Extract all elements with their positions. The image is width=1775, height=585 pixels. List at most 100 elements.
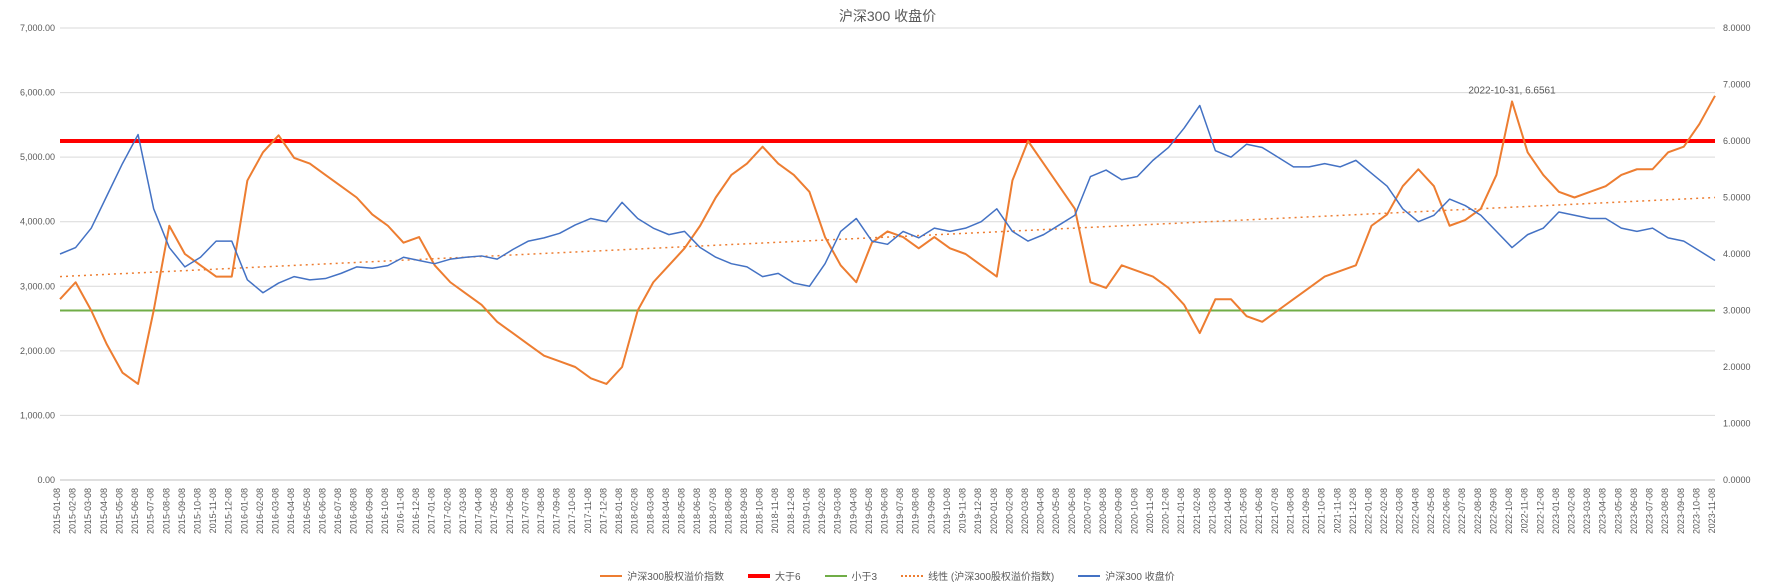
x-axis-label: 2021-06-08	[1254, 488, 1264, 534]
x-axis-label: 2016-06-08	[317, 488, 327, 534]
x-axis-label: 2016-09-08	[364, 488, 374, 534]
legend-swatch	[825, 575, 847, 577]
x-axis-label: 2016-04-08	[286, 488, 296, 534]
x-axis-label: 2022-11-08	[1520, 488, 1530, 533]
x-axis-label: 2021-07-08	[1270, 488, 1280, 534]
x-axis-label: 2021-08-08	[1285, 488, 1295, 534]
legend-swatch	[901, 575, 923, 577]
x-axis-label: 2017-07-08	[520, 488, 530, 534]
x-axis-label: 2023-05-08	[1613, 488, 1623, 534]
x-axis-label: 2017-03-08	[458, 488, 468, 534]
svg-text:5.0000: 5.0000	[1723, 193, 1751, 203]
svg-text:4,000.00: 4,000.00	[20, 217, 55, 227]
x-axis-label: 2022-04-08	[1410, 488, 1420, 534]
x-axis-label: 2020-07-08	[1082, 488, 1092, 534]
legend-swatch	[748, 574, 770, 578]
x-axis-label: 2016-03-08	[271, 488, 281, 534]
x-axis-label: 2017-12-08	[598, 488, 608, 534]
x-axis-label: 2023-06-08	[1629, 488, 1639, 534]
x-axis-label: 2021-04-08	[1223, 488, 1233, 534]
x-axis-label: 2021-01-08	[1176, 488, 1186, 534]
x-axis-label: 2021-05-08	[1239, 488, 1249, 534]
x-axis-label: 2021-02-08	[1192, 488, 1202, 534]
legend-item: 大于6	[748, 568, 801, 583]
svg-text:2.0000: 2.0000	[1723, 362, 1751, 372]
chart-legend: 沪深300股权溢价指数大于6小于3线性 (沪深300股权溢价指数)沪深300 收…	[0, 568, 1775, 583]
x-axis-label: 2022-07-08	[1457, 488, 1467, 534]
chart-svg: 0.001,000.002,000.003,000.004,000.005,00…	[0, 0, 1775, 585]
x-axis-label: 2018-07-08	[708, 488, 718, 534]
chart-container: 沪深300 收盘价 0.001,000.002,000.003,000.004,…	[0, 0, 1775, 585]
x-axis-label: 2017-04-08	[474, 488, 484, 534]
x-axis-label: 2017-05-08	[489, 488, 499, 534]
x-axis-label: 2018-08-08	[723, 488, 733, 534]
annotation-label: 2022-10-31, 6.6561	[1468, 85, 1556, 96]
x-axis-label: 2018-01-08	[614, 488, 624, 534]
x-axis-label: 2017-06-08	[505, 488, 515, 534]
x-axis-label: 2015-10-08	[193, 488, 203, 534]
x-axis-label: 2015-09-08	[177, 488, 187, 534]
svg-text:1,000.00: 1,000.00	[20, 410, 55, 420]
x-axis-label: 2020-02-08	[1004, 488, 1014, 534]
x-axis-label: 2015-03-08	[83, 488, 93, 534]
x-axis-label: 2015-11-08	[208, 488, 218, 533]
x-axis-label: 2019-08-08	[911, 488, 921, 534]
x-axis-label: 2015-04-08	[99, 488, 109, 534]
x-axis-label: 2015-06-08	[130, 488, 140, 534]
x-axis-label: 2022-12-08	[1535, 488, 1545, 534]
x-axis-label: 2020-10-08	[1129, 488, 1139, 534]
legend-swatch	[600, 575, 622, 577]
x-axis-label: 2018-04-08	[661, 488, 671, 534]
x-axis-label: 2023-09-08	[1676, 488, 1686, 534]
svg-text:0.00: 0.00	[37, 475, 55, 485]
x-axis-label: 2020-08-08	[1098, 488, 1108, 534]
x-axis-label: 2021-03-08	[1207, 488, 1217, 534]
x-axis-label: 2016-01-08	[239, 488, 249, 534]
x-axis-label: 2020-05-08	[1051, 488, 1061, 534]
x-axis-label: 2016-07-08	[333, 488, 343, 534]
x-axis-label: 2022-09-08	[1488, 488, 1498, 534]
x-axis-label: 2018-10-08	[755, 488, 765, 534]
legend-item: 沪深300股权溢价指数	[600, 568, 724, 583]
svg-text:8.0000: 8.0000	[1723, 23, 1751, 33]
svg-text:5,000.00: 5,000.00	[20, 152, 55, 162]
x-axis-label: 2019-06-08	[880, 488, 890, 534]
x-axis-label: 2022-10-08	[1504, 488, 1514, 534]
x-axis-label: 2015-05-08	[114, 488, 124, 534]
x-axis-label: 2020-06-08	[1067, 488, 1077, 534]
svg-text:7.0000: 7.0000	[1723, 80, 1751, 90]
x-axis-label: 2023-07-08	[1645, 488, 1655, 534]
x-axis-label: 2017-02-08	[442, 488, 452, 534]
x-axis-label: 2023-02-08	[1566, 488, 1576, 534]
svg-text:6,000.00: 6,000.00	[20, 88, 55, 98]
x-axis-label: 2020-09-08	[1114, 488, 1124, 534]
x-axis-label: 2018-05-08	[677, 488, 687, 534]
x-axis-label: 2021-11-08	[1332, 488, 1342, 533]
x-axis-label: 2016-05-08	[302, 488, 312, 534]
x-axis-label: 2016-08-08	[349, 488, 359, 534]
legend-item: 沪深300 收盘价	[1078, 568, 1174, 583]
x-axis-label: 2020-04-08	[1036, 488, 1046, 534]
x-axis-label: 2023-01-08	[1551, 488, 1561, 534]
x-axis-label: 2019-03-08	[833, 488, 843, 534]
x-axis-label: 2015-02-08	[68, 488, 78, 534]
x-axis-label: 2020-12-08	[1161, 488, 1171, 534]
x-axis-label: 2019-12-08	[973, 488, 983, 534]
x-axis-label: 2023-04-08	[1598, 488, 1608, 534]
legend-label: 小于3	[852, 568, 878, 583]
legend-label: 大于6	[775, 568, 801, 583]
svg-text:3.0000: 3.0000	[1723, 306, 1751, 316]
x-axis-label: 2016-10-08	[380, 488, 390, 534]
x-axis-label: 2015-12-08	[224, 488, 234, 534]
x-axis-label: 2020-03-08	[1020, 488, 1030, 534]
x-axis-label: 2022-01-08	[1364, 488, 1374, 534]
x-axis-label: 2017-11-08	[583, 488, 593, 533]
x-axis-label: 2019-04-08	[848, 488, 858, 534]
x-axis-label: 2016-02-08	[255, 488, 265, 534]
legend-label: 沪深300股权溢价指数	[627, 568, 724, 583]
x-axis-label: 2015-07-08	[146, 488, 156, 534]
svg-text:0.0000: 0.0000	[1723, 475, 1751, 485]
svg-text:7,000.00: 7,000.00	[20, 23, 55, 33]
x-axis-label: 2015-08-08	[161, 488, 171, 534]
x-axis-label: 2023-11-08	[1707, 488, 1717, 533]
